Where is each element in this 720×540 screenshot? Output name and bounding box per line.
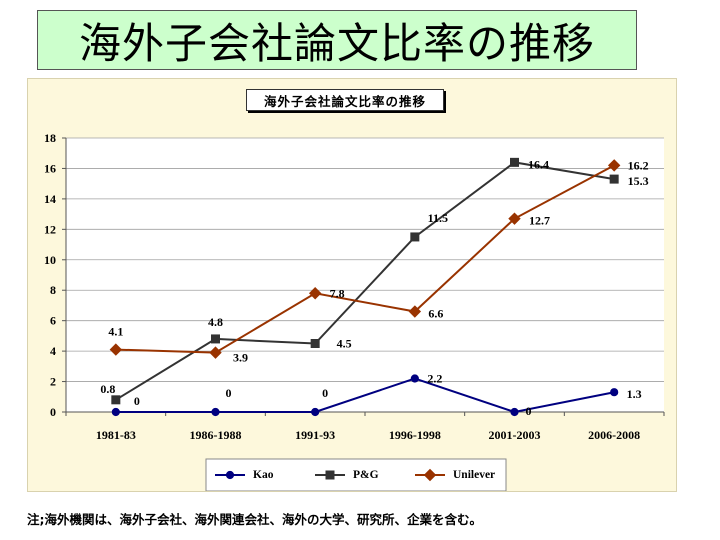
p-g-point [211,334,220,344]
x-tick-label: 2001-2003 [489,428,541,442]
p-g-point [111,395,121,405]
kao-line [115,377,615,414]
chart-panel: 0 2 4 6 8 10 12 14 16 18 1981-83 1986-1988 1991-93 19… [27,78,677,492]
unilever-data-label: 6.6 [428,307,443,321]
kao-data-label: 1.3 [627,387,642,401]
y-tick-label: 16 [44,161,56,175]
kao-point [410,374,419,383]
kao-point [510,407,519,417]
kao-data-label: 0 [322,386,328,400]
legend-label-p-g: P&G [353,469,379,481]
p-g-data-label: 11.5 [428,211,448,225]
p-g-point [609,174,619,184]
footnote: 注;海外機関は、海外子会社、海外関連会社、海外の大学、研究所、企業を含む。 [27,512,483,527]
x-tick-label: 1981-83 [96,428,136,442]
unilever-point [508,212,521,225]
legend-marker-unilever [423,468,437,482]
p-g-data-label: 0.8 [100,382,115,396]
y-tick-label: 4 [50,344,56,358]
legend-label-unilever: Unilever [453,469,495,481]
kao-data-label: 2.2 [427,372,442,386]
p-g-point [310,339,320,348]
x-tick-label: 1991-93 [295,428,335,442]
x-tick-label: 1986-1988 [190,428,242,442]
y-tick-label: 2 [50,375,56,389]
p-g-point [510,157,519,167]
slide-title: 海外子会社論文比率の推移 [37,10,637,70]
kao-data-label: 0 [226,386,232,400]
x-tick-label: 1996-1998 [389,428,441,442]
kao-point [311,407,320,417]
kao-data-label: 0 [134,394,140,408]
series-kao [111,374,619,417]
unilever-data-label: 12.7 [529,214,550,228]
p-g-data-label: 15.3 [628,174,649,188]
y-tick-label: 8 [50,283,56,297]
legend-item-kao: Kao [215,469,274,481]
p-g-data-label: 16.4 [528,157,549,171]
kao-point [111,407,120,417]
kao-point [211,407,220,417]
p-g-data-label: 4.8 [208,315,223,329]
legend-box [205,458,507,491]
unilever-line [115,164,615,354]
kao-point [610,388,619,397]
y-tick-label: 14 [44,192,56,206]
unilever-data-label: 16.2 [628,158,649,172]
x-tick-label: 2006-2008 [588,428,640,442]
y-tick-label: 10 [44,253,56,267]
unilever-point [607,159,621,172]
unilever-point [209,346,222,359]
series-p-g [111,157,619,405]
legend-marker-kao [225,470,235,480]
unilever-point [109,343,123,356]
unilever-data-label: 4.1 [108,325,123,339]
series-unilever [109,159,621,359]
legend-marker-p-g [325,470,335,480]
chart-title: 海外子会社論文比率の推移 [246,89,444,111]
p-g-point [410,232,420,242]
plot-area [66,138,664,412]
y-tick-label: 12 [44,222,56,236]
line-chart: 0 2 4 6 8 10 12 14 16 18 1981-83 1986-1988 1991-93 19… [44,131,665,491]
unilever-point [308,287,322,300]
p-g-line [115,161,615,401]
legend-item-unilever: Unilever [415,468,495,482]
unilever-point [408,305,422,318]
y-tick-label: 0 [50,405,56,419]
legend: Kao P&G Unilever [205,458,507,491]
legend-label-kao: Kao [253,469,274,481]
unilever-data-label: 3.9 [233,351,248,365]
legend-item-p-g: P&G [315,469,379,481]
unilever-data-label: 7.8 [330,286,345,300]
p-g-data-label: 4.5 [337,337,352,351]
y-tick-label: 6 [50,314,56,328]
y-tick-label: 18 [44,131,56,145]
kao-data-label: 0 [526,404,532,418]
